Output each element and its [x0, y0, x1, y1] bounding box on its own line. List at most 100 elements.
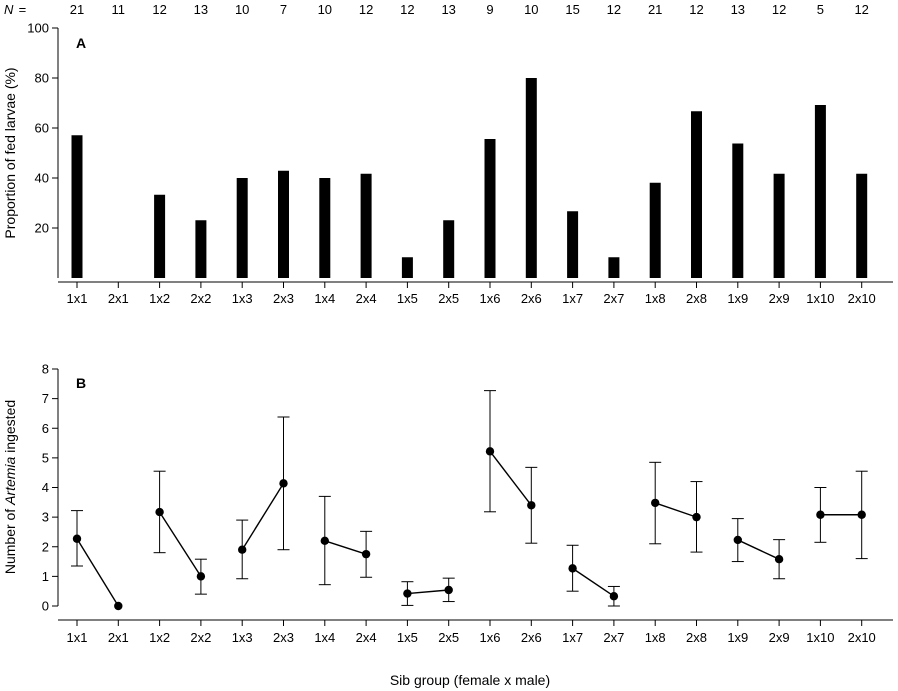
x-tick-label: 1x2 [149, 630, 170, 645]
x-tick-label: 1x6 [480, 630, 501, 645]
x-tick-label: 1x8 [645, 630, 666, 645]
x-tick-label: 2x1 [108, 630, 129, 645]
bar [484, 139, 496, 278]
n-value: 10 [318, 2, 332, 17]
bar [814, 105, 826, 278]
x-tick-label: 2x4 [356, 291, 377, 306]
series-line [76, 538, 119, 607]
bar [154, 194, 166, 278]
x-tick-label: 1x7 [562, 291, 583, 306]
data-point [816, 510, 825, 519]
x-tick-label: 2x5 [438, 630, 459, 645]
x-tick-label: 1x1 [67, 291, 88, 306]
bar [443, 220, 455, 278]
bar [278, 170, 289, 278]
y-tick-label: 0 [42, 599, 49, 614]
n-value: 15 [565, 2, 579, 17]
n-value: 12 [400, 2, 414, 17]
n-value: 12 [359, 2, 373, 17]
x-tick-label: 2x6 [521, 291, 542, 306]
x-tick-label: 1x7 [562, 630, 583, 645]
panel-a: A Proportion of fed larvae (%) 20 40 60 80 1… [2, 21, 893, 306]
x-tick-label: 1x5 [397, 630, 418, 645]
y-tick-label: 7 [42, 391, 49, 406]
bar [567, 211, 579, 278]
y-tick-label: 80 [35, 71, 49, 86]
bar [773, 173, 785, 278]
data-point [651, 498, 660, 508]
panel-a-label: A [76, 35, 86, 51]
x-tick-label: 2x9 [769, 291, 790, 306]
x-tick-label: 2x5 [438, 291, 459, 306]
x-tick-label: 1x3 [232, 630, 253, 645]
x-tick-label: 1x8 [645, 291, 666, 306]
series-line [159, 511, 202, 577]
x-tick-label: 1x6 [480, 291, 501, 306]
y-tick-label: 3 [42, 510, 49, 525]
x-tick-label: 2x2 [190, 630, 211, 645]
n-value: 13 [441, 2, 455, 17]
bar [649, 182, 661, 278]
x-tick-label: 2x3 [273, 630, 294, 645]
series-line [737, 539, 780, 560]
x-tick-label: 1x3 [232, 291, 253, 306]
x-tick-label: 1x2 [149, 291, 170, 306]
panel-b-ylabel: Number of Artemia ingested [2, 400, 18, 574]
series-line [407, 589, 449, 595]
sample-size-row: N = 21 11 12 13 10 7 10 12 12 13 9 10 15 12 21 12 13 12 5 1… [4, 2, 869, 17]
data-point [485, 447, 495, 456]
panel-b-ylabel-part-3: ingested [2, 400, 18, 457]
y-tick-label: 40 [35, 171, 49, 186]
bar [195, 220, 207, 278]
n-value: 12 [772, 2, 786, 17]
x-tick-label: 2x10 [848, 291, 876, 306]
x-tick-label: 2x6 [521, 630, 542, 645]
n-value: 12 [689, 2, 703, 17]
data-point [72, 534, 82, 543]
x-tick-label: 1x5 [397, 291, 418, 306]
bar [856, 173, 868, 278]
x-tick-label: 1x10 [806, 291, 834, 306]
panel-a-ylabel: Proportion of fed larvae (%) [2, 67, 18, 238]
data-point [114, 601, 123, 611]
y-tick-label: 2 [42, 539, 49, 554]
n-value: 12 [607, 2, 621, 17]
series-line [324, 540, 367, 555]
x-tick-label: 2x8 [686, 630, 707, 645]
x-tick-label: 2x4 [356, 630, 377, 645]
n-value: 10 [235, 2, 249, 17]
y-tick-label: 5 [42, 450, 49, 465]
x-tick-label: 2x3 [273, 291, 294, 306]
x-tick-label: 2x2 [190, 291, 211, 306]
data-point [527, 501, 536, 510]
x-tick-label: 1x4 [314, 630, 335, 645]
bar [236, 178, 248, 278]
x-axis-title: Sib group (female x male) [390, 672, 550, 688]
bar [401, 257, 413, 278]
n-equals: = [15, 2, 30, 17]
x-tick-label: 2x7 [603, 630, 624, 645]
data-point [733, 535, 742, 545]
data-point [196, 572, 206, 581]
n-value: 11 [112, 2, 126, 17]
y-tick-label: 8 [42, 362, 49, 377]
n-value: 10 [524, 2, 538, 17]
n-value: 12 [854, 2, 868, 17]
n-value: 13 [194, 2, 208, 17]
series-line [654, 502, 697, 518]
x-tick-label: 1x9 [727, 630, 748, 645]
x-tick-label: 1x9 [727, 291, 748, 306]
n-value: 13 [731, 2, 745, 17]
bar [360, 173, 372, 278]
y-tick-label: 1 [42, 569, 49, 584]
data-point [279, 479, 288, 488]
bar [691, 111, 702, 278]
n-value: 5 [817, 2, 824, 17]
series-line [489, 450, 532, 506]
data-point [403, 589, 412, 598]
data-point [320, 536, 329, 546]
x-tick-label: 2x8 [686, 291, 707, 306]
panel-b-ylabel-part-2: Artemia [2, 456, 18, 505]
y-tick-label: 20 [35, 221, 49, 236]
